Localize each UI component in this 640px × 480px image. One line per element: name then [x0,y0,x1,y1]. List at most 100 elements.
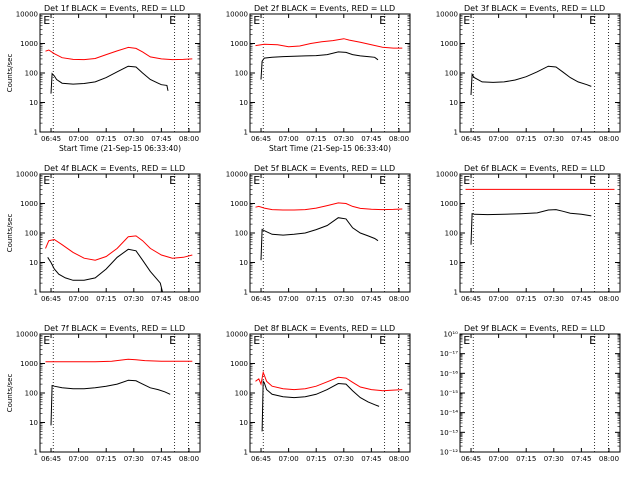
y-tick-label: 1000 [20,200,38,208]
x-tick-label: 07:00 [489,135,509,143]
x-tick-label: 07:15 [96,455,116,463]
x-tick-label: 07:00 [69,295,89,303]
y-tick-label: 1 [34,129,38,137]
y-tick-label: 10 [239,259,248,267]
x-tick-label: 07:30 [334,455,354,463]
y-tick-label: 10000 [226,171,248,179]
series-line-red-lld [45,235,193,261]
event-marker-label: E [379,174,386,187]
series-line-black-events [47,248,163,293]
y-tick-label: 10000 [16,11,38,19]
x-tick-label: 08:00 [599,135,619,143]
y-tick-label: 10 [29,419,38,427]
x-tick-label: 07:45 [151,135,171,143]
series-line-red-lld [45,358,193,363]
panel-3: Det 3f BLACK = Events, RED = LLD 1 10 100 10… [436,4,621,143]
x-tick-label: 06:45 [251,295,271,303]
x-tick-label: 07:00 [69,455,89,463]
event-marker-label: E [463,14,470,27]
y-tick-label: 1000 [20,40,38,48]
event-marker-label: E [43,174,50,187]
series-line-black-events [260,217,379,261]
panel-title: Det 6f BLACK = Events, RED = LLD [464,164,605,173]
x-tick-label: 08:00 [179,295,199,303]
y-tick-label: 10⁻¹³ [440,429,458,437]
x-tick-label: 07:45 [571,455,591,463]
y-tick-label: 100 [25,230,38,238]
series-line-black-events [50,379,171,426]
panel-title: Det 3f BLACK = Events, RED = LLD [464,4,605,13]
panel-title: Det 4f BLACK = Events, RED = LLD [44,164,185,173]
x-tick-label: 06:45 [41,295,61,303]
x-tick-label: 07:30 [334,135,354,143]
x-tick-label: 06:45 [41,135,61,143]
y-tick-label: 1000 [230,360,248,368]
x-tick-label: 07:00 [489,455,509,463]
x-tick-label: 08:00 [179,135,199,143]
series-line-black-events [470,209,592,245]
y-tick-label: 100 [235,70,248,78]
event-marker-label: E [589,14,596,27]
plot-frame [39,333,201,453]
y-tick-label: 1000 [440,200,458,208]
y-axis-label: Counts/sec [6,54,14,93]
panel-6: Det 6f BLACK = Events, RED = LLD 1 10 100 10… [436,164,621,303]
event-marker-label: E [589,334,596,347]
panel-7: Det 7f BLACK = Events, RED = LLD 1 10 100 10… [6,324,201,463]
y-tick-label: 1 [34,449,38,457]
event-marker-label: E [43,334,50,347]
event-marker-label: E [463,174,470,187]
y-tick-label: 1 [454,289,458,297]
x-tick-label: 08:00 [389,295,409,303]
y-tick-label: 100 [445,230,458,238]
y-tick-label: 1 [244,129,248,137]
event-marker-label: E [169,174,176,187]
x-tick-label: 07:30 [544,135,564,143]
panel-title: Det 1f BLACK = Events, RED = LLD [44,4,185,13]
x-tick-label: 07:15 [306,295,326,303]
x-tick-label: 07:00 [279,295,299,303]
y-axis-label: Counts/sec [6,214,14,253]
plot-frame [459,13,621,133]
plot-frame [249,173,411,293]
x-tick-label: 06:45 [461,135,481,143]
x-tick-label: 08:00 [599,295,619,303]
plot-frame [459,173,621,293]
panel-8: Det 8f BLACK = Events, RED = LLD 1 10 100 10… [226,324,411,463]
event-marker-label: E [379,334,386,347]
y-tick-label: 10 [449,259,458,267]
y-tick-label: 10000 [436,171,458,179]
panel-9: Det 9f BLACK = Events, RED = LLD 10⁻¹² 10⁻… [440,324,621,463]
y-tick-label: 100 [25,70,38,78]
event-marker-label: E [379,14,386,27]
series-line-red-lld [255,370,403,392]
event-marker-label: E [169,334,176,347]
x-axis-label: Start Time (21-Sep-15 06:33:40) [269,144,391,153]
y-tick-label: 1000 [440,40,458,48]
event-marker-label: E [589,174,596,187]
series-line-black-events [261,379,380,432]
y-tick-label: 10⁻¹⁶ [440,370,458,378]
x-tick-label: 07:45 [361,135,381,143]
event-marker-label: E [253,14,260,27]
y-tick-label: 10¹⁰ [443,331,458,339]
y-tick-label: 100 [25,390,38,398]
y-tick-label: 1 [244,449,248,457]
x-tick-label: 08:00 [389,135,409,143]
x-tick-label: 07:15 [516,455,536,463]
y-tick-label: 10⁻¹⁵ [440,390,458,398]
x-tick-label: 07:00 [489,295,509,303]
x-tick-label: 07:15 [96,295,116,303]
event-marker-label: E [43,14,50,27]
panel-title: Det 8f BLACK = Events, RED = LLD [254,324,395,333]
x-tick-label: 08:00 [599,455,619,463]
y-tick-label: 1 [34,289,38,297]
y-tick-label: 10 [239,99,248,107]
plot-frame [39,173,201,293]
y-tick-label: 100 [235,230,248,238]
y-tick-label: 10 [239,419,248,427]
x-tick-label: 07:45 [571,295,591,303]
panel-5: Det 5f BLACK = Events, RED = LLD 1 10 100 10… [226,164,411,303]
y-tick-label: 10⁻¹⁷ [440,350,458,358]
series-line-black-events [470,65,592,96]
